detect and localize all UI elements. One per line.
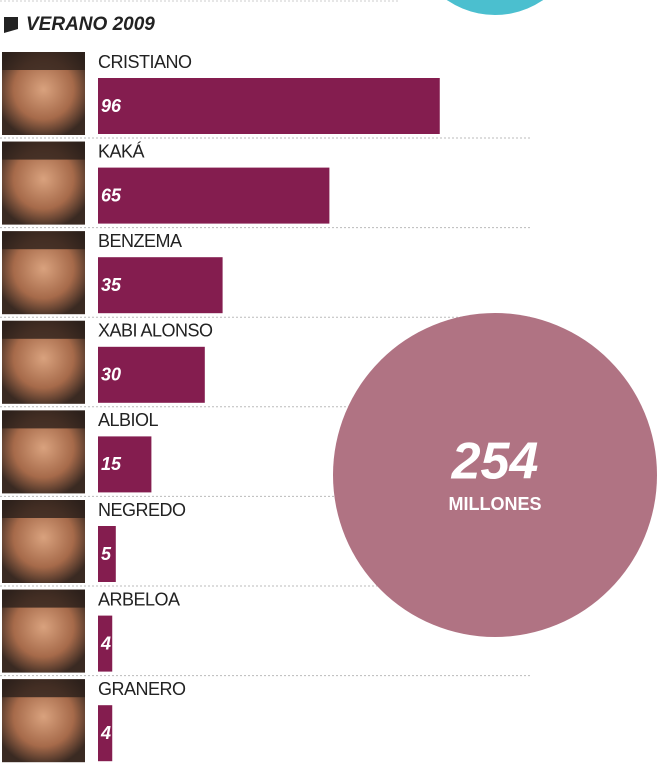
bar [98, 705, 113, 762]
photo-hair [2, 410, 85, 429]
value-label: 4 [100, 633, 111, 653]
total-circle [333, 313, 657, 637]
value-label: 5 [101, 544, 112, 564]
player-name: KAKÁ [98, 141, 145, 161]
decor-circle [446, 0, 544, 15]
photo-hair [2, 52, 85, 70]
player-name: NEGREDO [98, 500, 186, 520]
photo-hair [2, 320, 85, 339]
bar [98, 615, 113, 672]
title-icon [4, 17, 18, 33]
photo-hair [2, 679, 85, 698]
value-label: 4 [100, 723, 111, 743]
player-name: XABI ALONSO [98, 321, 213, 341]
bar [98, 526, 116, 582]
rows: CRISTIANO 96 KAKÁ 65 BENZEMA 35 XABI ALONSO 30 A… [0, 52, 530, 763]
player-name: ARBELOA [98, 589, 180, 609]
value-label: 65 [101, 185, 122, 205]
photo-hair [2, 500, 85, 518]
photo-hair [2, 141, 85, 160]
bar [98, 257, 223, 314]
photo-hair [2, 231, 85, 250]
player-name: ALBIOL [98, 410, 159, 430]
player-name: GRANERO [98, 679, 186, 699]
bar [98, 167, 330, 224]
value-label: 35 [101, 275, 122, 295]
total-label: MILLONES [449, 494, 542, 514]
total-value: 254 [451, 433, 539, 491]
value-label: 30 [101, 365, 121, 385]
bar [98, 346, 205, 403]
chart-title: VERANO 2009 [26, 14, 155, 35]
value-label: 15 [101, 454, 122, 474]
player-name: BENZEMA [98, 231, 182, 251]
photo-hair [2, 589, 85, 608]
bar [98, 436, 152, 493]
value-label: 96 [101, 96, 122, 116]
bar [98, 78, 440, 134]
player-name: CRISTIANO [98, 52, 192, 72]
